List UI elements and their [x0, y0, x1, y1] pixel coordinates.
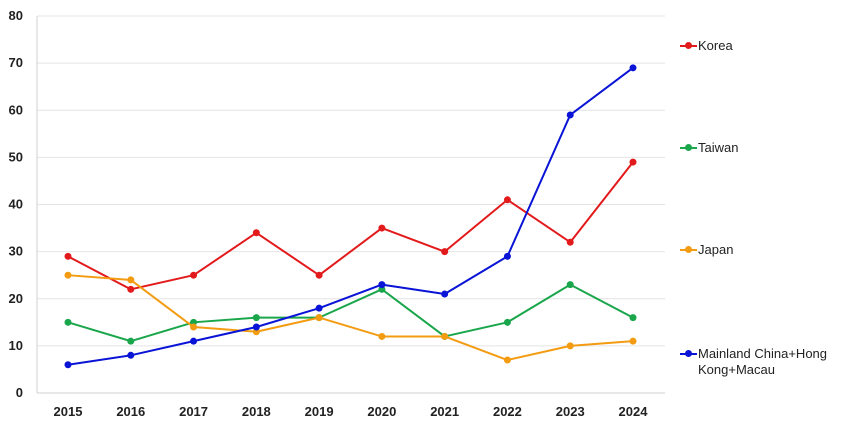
data-point-3-2018	[252, 323, 260, 331]
data-point-0-2022	[503, 196, 511, 204]
y-tick-label-20: 20	[9, 291, 23, 306]
x-tick-label-2020: 2020	[367, 404, 396, 419]
series-line-1	[67, 283, 634, 343]
y-tick-labels: 0 10 20 30 40 50 60 70 80	[9, 8, 23, 400]
legend-swatch-japan	[680, 245, 697, 255]
x-tick-label-2023: 2023	[556, 404, 585, 419]
series-2	[64, 271, 637, 364]
data-point-1-2023	[566, 281, 574, 289]
y-tick-label-10: 10	[9, 338, 23, 353]
series-line-0	[67, 161, 634, 291]
series-line-2	[67, 274, 634, 362]
data-point-0-2024	[629, 158, 637, 166]
x-tick-label-2017: 2017	[179, 404, 208, 419]
legend-label-japan: Japan	[698, 242, 734, 257]
data-point-0-2019	[315, 271, 323, 279]
series-3	[64, 64, 637, 369]
series-1	[64, 281, 637, 345]
y-tick-label-30: 30	[9, 244, 23, 259]
legend-item-taiwan: Taiwan	[680, 140, 848, 156]
legend-label-taiwan: Taiwan	[698, 140, 739, 155]
data-point-2-2024	[629, 337, 637, 345]
data-point-2-2019	[315, 314, 323, 322]
data-point-2-2023	[566, 342, 574, 350]
data-point-2-2020	[378, 332, 386, 340]
data-point-0-2015	[64, 252, 72, 260]
legend-label-mainland-china: Mainland China+Hong Kong+Macau	[698, 346, 828, 377]
x-tick-label-2021: 2021	[430, 404, 459, 419]
data-point-0-2023	[566, 238, 574, 246]
data-point-1-2022	[503, 318, 511, 326]
data-point-3-2021	[441, 290, 449, 298]
y-tick-label-0: 0	[16, 385, 23, 400]
data-point-3-2017	[190, 337, 198, 345]
data-point-3-2022	[503, 252, 511, 260]
data-point-2-2021	[441, 332, 449, 340]
data-point-3-2016	[127, 351, 135, 359]
legend-swatch-taiwan	[680, 143, 697, 153]
y-tick-label-40: 40	[9, 197, 23, 212]
series-lines	[64, 64, 637, 369]
data-point-2-2017	[190, 323, 198, 331]
data-point-3-2019	[315, 304, 323, 312]
legend-swatch-mainland-china	[680, 349, 697, 359]
x-tick-label-2024: 2024	[619, 404, 649, 419]
data-point-3-2015	[64, 361, 72, 369]
data-point-0-2018	[252, 229, 260, 237]
x-tick-label-2019: 2019	[305, 404, 334, 419]
data-point-2-2016	[127, 276, 135, 284]
data-point-1-2024	[629, 314, 637, 322]
data-point-3-2024	[629, 64, 637, 72]
y-tick-label-80: 80	[9, 8, 23, 23]
data-point-2-2015	[64, 271, 72, 279]
series-0	[64, 158, 637, 293]
data-point-1-2016	[127, 337, 135, 345]
x-tick-labels: 2015 2016 2017 2018 2019 2020 2021 2022 2023 2024	[54, 404, 649, 419]
data-point-1-2015	[64, 318, 72, 326]
x-tick-label-2022: 2022	[493, 404, 522, 419]
legend-item-japan: Japan	[680, 242, 848, 258]
x-tick-label-2016: 2016	[116, 404, 145, 419]
series-line-3	[67, 67, 634, 366]
y-tick-label-70: 70	[9, 55, 23, 70]
x-tick-label-2015: 2015	[54, 404, 83, 419]
data-point-0-2020	[378, 224, 386, 232]
y-tick-label-60: 60	[9, 102, 23, 117]
legend-label-korea: Korea	[698, 38, 733, 53]
legend-swatch-korea	[680, 41, 697, 51]
x-tick-label-2018: 2018	[242, 404, 271, 419]
data-point-1-2018	[252, 314, 260, 322]
data-point-0-2021	[441, 248, 449, 256]
data-point-3-2023	[566, 111, 574, 119]
data-point-2-2022	[503, 356, 511, 364]
data-point-3-2020	[378, 281, 386, 289]
y-tick-label-50: 50	[9, 149, 23, 164]
data-point-0-2017	[190, 271, 198, 279]
legend-item-korea: Korea	[680, 38, 848, 54]
legend: Korea Taiwan Japan Mainland China+Hong K…	[680, 0, 850, 432]
axes	[36, 16, 665, 394]
data-point-0-2016	[127, 285, 135, 293]
legend-item-mainland-china: Mainland China+Hong Kong+Macau	[680, 346, 848, 378]
